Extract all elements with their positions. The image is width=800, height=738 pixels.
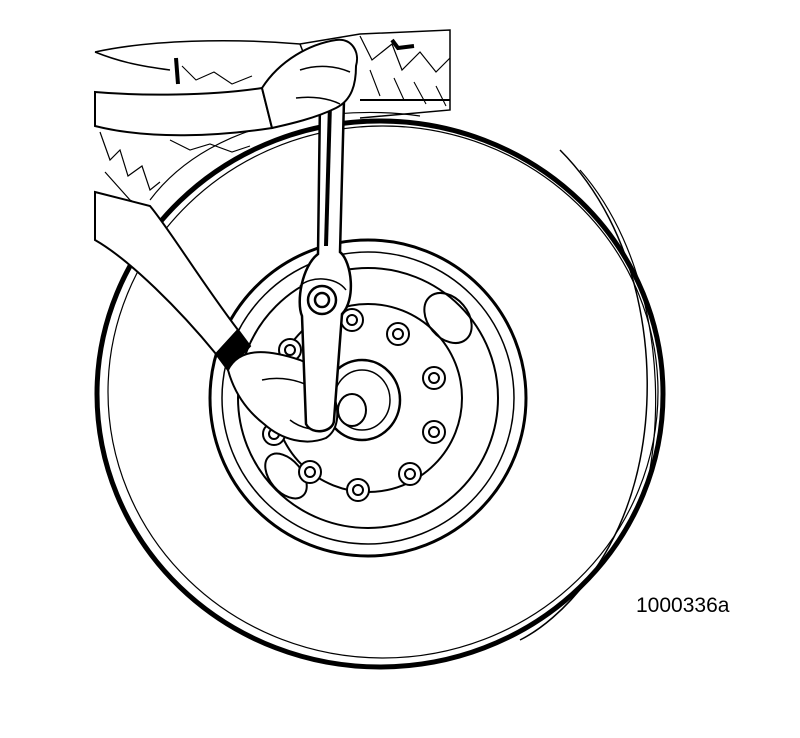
lug-wrench xyxy=(298,98,353,433)
lug-nut xyxy=(422,420,446,444)
lug-nut xyxy=(346,478,370,502)
figure-id-label: 1000336a xyxy=(636,594,730,617)
lug-nuts xyxy=(262,308,446,502)
lug-nut xyxy=(422,366,446,390)
lug-nut xyxy=(298,460,322,484)
wheel-rim xyxy=(208,238,528,558)
lug-nut xyxy=(398,462,422,486)
lug-nut xyxy=(340,308,364,332)
lug-nut xyxy=(386,322,410,346)
upper-arm xyxy=(94,38,358,137)
vehicle-chassis-background xyxy=(94,29,451,211)
tire xyxy=(94,111,666,670)
